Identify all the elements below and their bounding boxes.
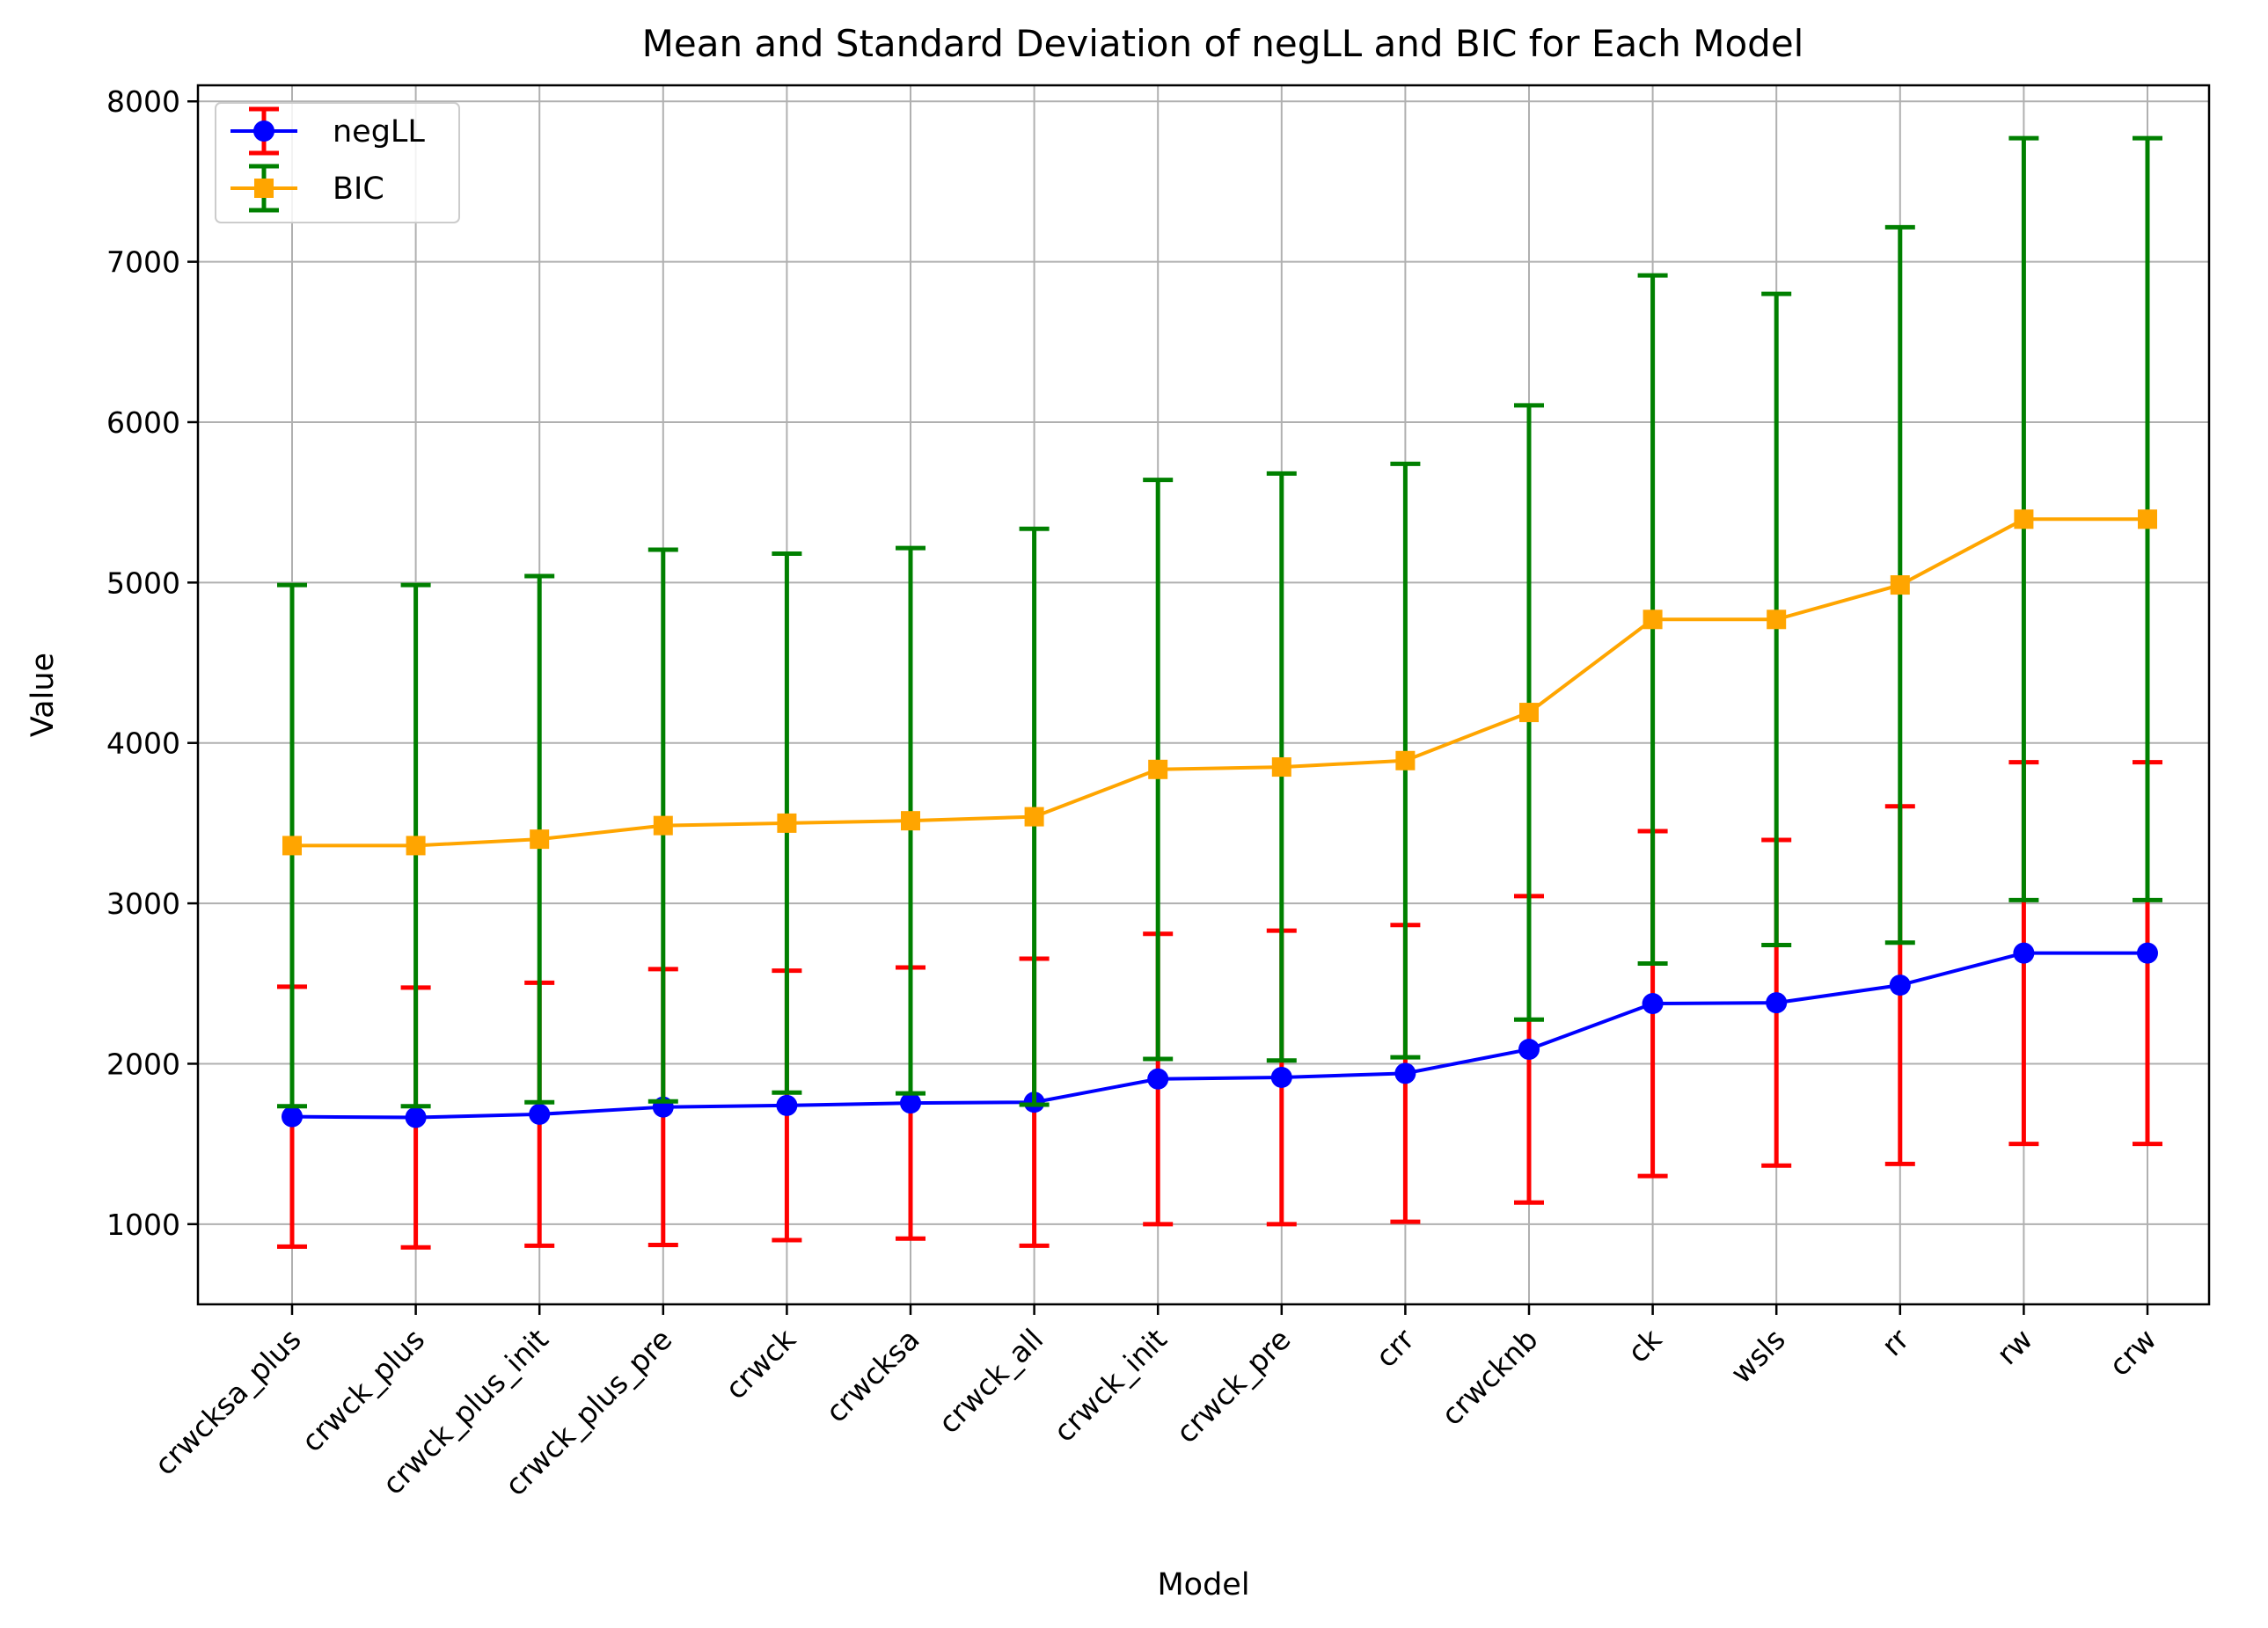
series-BIC (277, 135, 2162, 1109)
data-point (2138, 509, 2157, 529)
plot-area-frame (196, 84, 2211, 1306)
series-layer (277, 135, 2162, 1250)
legend-marker (253, 120, 274, 142)
series-line (291, 951, 2147, 1120)
data-point (406, 836, 426, 856)
data-point (1271, 757, 1291, 777)
data-point (776, 1094, 798, 1116)
data-point (1148, 759, 1168, 779)
data-point (2137, 942, 2158, 964)
legend: negLL BIC (215, 102, 460, 223)
data-point (1395, 750, 1416, 770)
data-point (1766, 992, 1788, 1014)
y-tick-label: 1000 (106, 1208, 180, 1242)
data-point (1024, 807, 1044, 827)
chart-title: Mean and Standard Deviation of negLL and… (642, 22, 1804, 65)
data-point (405, 1106, 427, 1128)
data-point (1270, 1066, 1292, 1088)
data-point (282, 1106, 303, 1128)
y-axis-ticks: 1000 2000 3000 4000 5000 6000 7000 8000 (106, 84, 198, 1242)
series-line (292, 517, 2147, 848)
y-tick-label: 4000 (106, 726, 180, 761)
data-point (529, 1103, 551, 1125)
legend-item-negLL: negLL (230, 106, 425, 156)
y-tick-label: 6000 (106, 405, 180, 440)
data-point (1889, 975, 1911, 997)
x-axis-label: Model (1157, 1567, 1249, 1602)
data-point (2014, 509, 2034, 529)
data-point (1394, 1062, 1416, 1084)
data-point (1642, 993, 1664, 1015)
y-tick-label: 3000 (106, 887, 180, 921)
y-tick-label: 2000 (106, 1047, 180, 1081)
data-point (777, 813, 797, 833)
data-point (282, 836, 302, 856)
legend-item-BIC: BIC (230, 164, 384, 213)
data-point (1518, 1039, 1540, 1061)
data-point (2013, 942, 2035, 964)
data-point (530, 829, 550, 850)
data-point (901, 811, 920, 831)
y-tick-label: 8000 (106, 84, 180, 119)
y-tick-label: 5000 (106, 566, 180, 600)
y-tick-label: 7000 (106, 245, 180, 280)
data-point (900, 1092, 921, 1114)
data-point (1147, 1068, 1169, 1090)
data-point (1642, 610, 1663, 630)
legend-label: BIC (333, 172, 384, 207)
data-point (1519, 703, 1539, 723)
y-axis-label: Value (26, 653, 61, 737)
legend-label: negLL (333, 114, 425, 150)
legend-marker (254, 179, 274, 198)
data-point (1767, 610, 1787, 630)
data-point (653, 815, 673, 836)
data-point (1890, 575, 1910, 595)
